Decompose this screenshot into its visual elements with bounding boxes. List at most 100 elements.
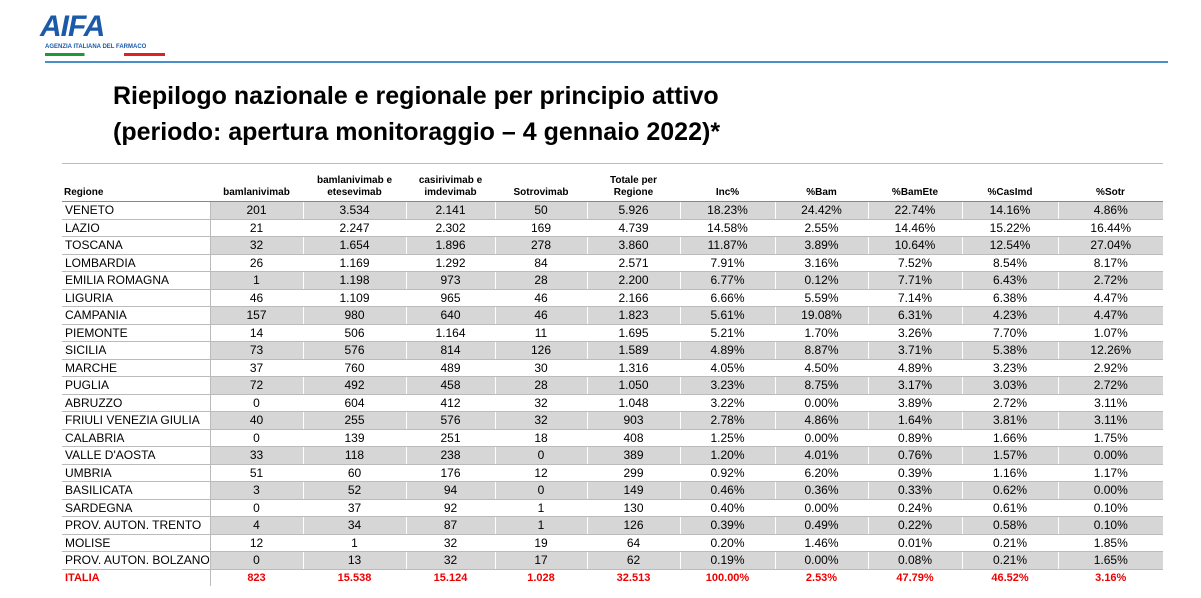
- table-cell: 1.65%: [1058, 551, 1163, 570]
- table-cell: 1: [495, 499, 588, 517]
- total-cell: 46.52%: [962, 569, 1059, 586]
- column-header: %Bam: [775, 163, 868, 202]
- table-cell: 3.11%: [1058, 411, 1163, 430]
- table-cell: 0.20%: [680, 534, 776, 552]
- table-row: CAMPANIA 157 980 640 46 1.823 5.61% 19.08% 6.31%…: [62, 306, 1163, 325]
- table-row: PROV. AUTON. BOLZANO 0 13 32 17 62 0.19% 0.00% 0…: [62, 551, 1163, 570]
- table-cell: 37: [210, 359, 304, 377]
- table-cell: 201: [210, 201, 304, 220]
- table-cell: 3.89%: [775, 236, 869, 255]
- table-cell: 0.40%: [680, 499, 776, 517]
- table-cell: 8.75%: [775, 376, 869, 395]
- table-cell: 2.302: [406, 219, 496, 237]
- table-cell: 576: [406, 411, 496, 430]
- table-cell: 33: [210, 446, 304, 465]
- table-cell: 278: [495, 236, 588, 255]
- table-cell: 506: [303, 324, 407, 342]
- table-cell: 2.72%: [962, 394, 1059, 412]
- table-cell: 0: [495, 481, 588, 500]
- table-cell: 50: [495, 201, 588, 220]
- table-row: FRIULI VENEZIA GIULIA 40 255 576 32 903 2.78% 4…: [62, 411, 1163, 430]
- column-header: bamlanivimab e etesevimab: [303, 163, 406, 202]
- table-cell: 251: [406, 429, 496, 447]
- header-row: Regione bamlanivimab bamlanivimab e etesev…: [62, 163, 1163, 202]
- table-cell: 3.81%: [962, 411, 1059, 430]
- table-cell: 3.89%: [868, 394, 963, 412]
- table-cell: ABRUZZO: [62, 394, 211, 412]
- table-cell: 2.141: [406, 201, 496, 220]
- table-cell: 1.46%: [775, 534, 869, 552]
- column-header: %Sotr: [1058, 163, 1163, 202]
- table-cell: 32: [495, 411, 588, 430]
- table-row: SICILIA 73 576 814 126 1.589 4.89% 8.87% 3.71% 5.…: [62, 341, 1163, 360]
- table-cell: 2.166: [587, 289, 681, 307]
- table-row: UMBRIA 51 60 176 12 299 0.92% 6.20% 0.39% 1.16% 1.…: [62, 464, 1163, 482]
- table-cell: 87: [406, 516, 496, 535]
- table-cell: 0.21%: [962, 534, 1059, 552]
- total-cell: 100.00%: [680, 569, 776, 586]
- table-cell: PROV. AUTON. BOLZANO: [62, 551, 211, 570]
- table-cell: 18: [495, 429, 588, 447]
- table-cell: 3.03%: [962, 376, 1059, 395]
- table-cell: 0.33%: [868, 481, 963, 500]
- table-cell: 5.21%: [680, 324, 776, 342]
- table-cell: 92: [406, 499, 496, 517]
- table-cell: LIGURIA: [62, 289, 211, 307]
- table-cell: 12.26%: [1058, 341, 1163, 360]
- table-cell: 5.61%: [680, 306, 776, 325]
- table-cell: 28: [495, 376, 588, 395]
- table-cell: 28: [495, 271, 588, 290]
- table-cell: 7.91%: [680, 254, 776, 272]
- table-cell: 1.823: [587, 306, 681, 325]
- table-cell: 4.739: [587, 219, 681, 237]
- table-cell: 27.04%: [1058, 236, 1163, 255]
- table-row: PIEMONTE 14 506 1.164 11 1.695 5.21% 1.70% 3.26%…: [62, 324, 1163, 342]
- table-cell: 8.54%: [962, 254, 1059, 272]
- table-cell: 4.47%: [1058, 289, 1163, 307]
- table-cell: 1.07%: [1058, 324, 1163, 342]
- table-cell: 5.38%: [962, 341, 1059, 360]
- table-cell: 94: [406, 481, 496, 500]
- table-cell: 604: [303, 394, 407, 412]
- table-cell: 238: [406, 446, 496, 465]
- table-cell: 139: [303, 429, 407, 447]
- table-cell: EMILIA ROMAGNA: [62, 271, 211, 290]
- table-cell: 0: [210, 429, 304, 447]
- table-cell: 1.70%: [775, 324, 869, 342]
- table-cell: 1.20%: [680, 446, 776, 465]
- column-header: %CasImd: [962, 163, 1058, 202]
- table-cell: 0: [495, 446, 588, 465]
- table-cell: 14: [210, 324, 304, 342]
- table-cell: 1.198: [303, 271, 407, 290]
- table-cell: CAMPANIA: [62, 306, 211, 325]
- column-header: Sotrovimab: [495, 163, 587, 202]
- column-header: Totale per Regione: [587, 163, 680, 202]
- table-cell: 973: [406, 271, 496, 290]
- title-line: (periodo: apertura monitoraggio – 4 genn…: [113, 118, 721, 146]
- table-cell: 130: [587, 499, 681, 517]
- table-cell: 576: [303, 341, 407, 360]
- table-cell: 3.22%: [680, 394, 776, 412]
- table-cell: 12: [210, 534, 304, 552]
- table-cell: 4.23%: [962, 306, 1059, 325]
- table-row: PROV. AUTON. TRENTO 4 34 87 1 126 0.39% 0.49% 0.…: [62, 516, 1163, 535]
- table-cell: 1.75%: [1058, 429, 1163, 447]
- table-cell: 3.16%: [775, 254, 869, 272]
- table-cell: 0.00%: [775, 499, 869, 517]
- table-cell: PUGLIA: [62, 376, 211, 395]
- table-cell: 4.05%: [680, 359, 776, 377]
- table-cell: 14.58%: [680, 219, 776, 237]
- data-table: Regione bamlanivimab bamlanivimab e etesev…: [62, 163, 1163, 586]
- table-cell: 0.76%: [868, 446, 963, 465]
- table-cell: 32: [495, 394, 588, 412]
- table-cell: MOLISE: [62, 534, 211, 552]
- table-cell: 1.654: [303, 236, 407, 255]
- table-cell: 0.46%: [680, 481, 776, 500]
- table-cell: 0.39%: [680, 516, 776, 535]
- table-cell: 0.00%: [1058, 446, 1163, 465]
- table-cell: 5.59%: [775, 289, 869, 307]
- table-cell: 21: [210, 219, 304, 237]
- table-cell: 0.12%: [775, 271, 869, 290]
- table-cell: PROV. AUTON. TRENTO: [62, 516, 211, 535]
- table-cell: 1.048: [587, 394, 681, 412]
